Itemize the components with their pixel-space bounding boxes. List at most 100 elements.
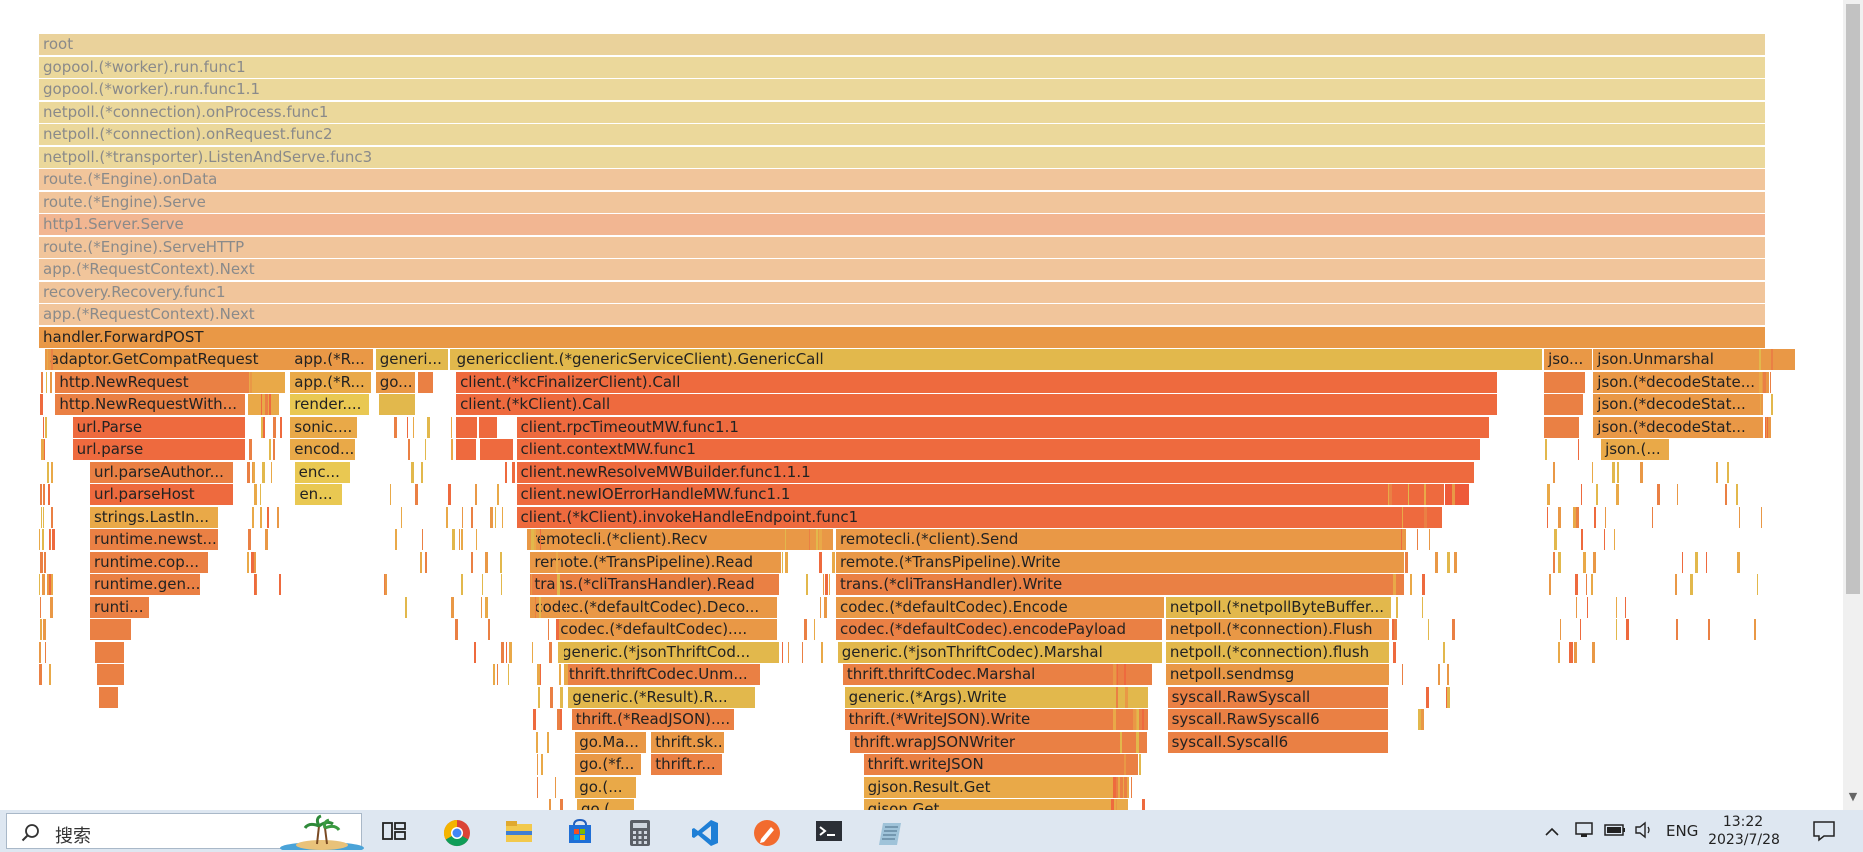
flame-sliver[interactable] [1592,551,1596,573]
flame-frame[interactable]: en... [295,484,343,505]
flame-sliver[interactable] [248,371,252,393]
flame-frame[interactable]: go... [375,371,417,393]
flame-sliver[interactable] [1568,641,1570,663]
flame-sliver[interactable] [1141,709,1144,730]
flame-sliver[interactable] [493,664,496,685]
flame-sliver[interactable] [50,596,54,618]
flame-frame[interactable]: url.Parse [72,416,247,438]
flame-sliver[interactable] [1446,664,1449,685]
flame-frame[interactable]: thrift.sk... [651,731,725,753]
flame-sliver[interactable] [401,506,403,528]
flame-sliver[interactable] [48,574,51,595]
flame-sliver[interactable] [565,596,567,618]
flame-sliver[interactable] [262,416,266,438]
flame-frame[interactable]: json.(*decodeStat... [1593,394,1765,415]
flame-sliver[interactable] [51,349,54,370]
flame-sliver[interactable] [46,349,48,370]
flame-frame[interactable]: gjson.Result.Get [863,776,1131,798]
flame-sliver[interactable] [806,574,809,595]
flame-frame[interactable]: runtime.cop... [89,551,210,573]
flame-sliver[interactable] [1421,574,1425,595]
flame-sliver[interactable] [497,484,500,505]
flame-sliver[interactable] [45,371,47,393]
flame-sliver[interactable] [43,484,46,505]
flame-sliver[interactable] [1591,461,1593,483]
flame-frame[interactable]: route.(*Engine).Serve [39,191,1766,213]
flame-sliver[interactable] [1570,641,1574,663]
flame-sliver[interactable] [1425,686,1429,708]
flame-sliver[interactable] [43,619,47,640]
flame-sliver[interactable] [547,731,550,753]
flame-sliver[interactable] [485,551,489,573]
flame-sliver[interactable] [250,551,254,573]
flame-sliver[interactable] [556,551,559,573]
flame-frame[interactable]: jso... [1544,349,1594,370]
flame-sliver[interactable] [484,596,488,618]
flame-sliver[interactable] [1139,754,1142,775]
flame-sliver[interactable] [451,416,453,438]
flame-sliver[interactable] [1595,484,1598,505]
flame-sliver[interactable] [1572,506,1576,528]
flame-sliver[interactable] [1760,394,1762,415]
flame-sliver[interactable] [1763,371,1767,393]
flame-sliver[interactable] [560,799,564,810]
flame-sliver[interactable] [1652,506,1653,528]
taskbar-calculator[interactable] [620,814,664,848]
flame-sliver[interactable] [537,664,541,685]
flame-sliver[interactable] [1675,574,1678,595]
flame-sliver[interactable] [1117,664,1119,685]
clock-time[interactable]: 13:22 [1722,814,1764,830]
flame-sliver[interactable] [1410,574,1412,595]
flame-sliver[interactable] [461,506,463,528]
flame-sliver[interactable] [1133,709,1137,730]
flame-sliver[interactable] [415,484,419,505]
flame-frame[interactable]: app.(*RequestContext).Next [39,259,1766,280]
flame-sliver[interactable] [482,574,484,595]
flame-sliver[interactable] [1394,619,1398,640]
flame-sliver[interactable] [251,461,255,483]
flame-sliver[interactable] [260,416,263,438]
taskbar-pen-app[interactable] [744,814,788,848]
volume-icon[interactable] [1634,821,1654,843]
taskbar-vscode[interactable] [682,814,726,848]
flame-sliver[interactable] [44,416,47,438]
flame-frame[interactable]: go.Ma... [575,731,647,753]
flame-sliver[interactable] [1387,484,1390,505]
flame-sliver[interactable] [1113,686,1116,708]
flame-frame[interactable]: codec.(*defaultCodec).encodePayload [836,619,1164,640]
flame-sliver[interactable] [819,551,823,573]
flame-frame[interactable]: app.(*R... [290,371,373,393]
flame-sliver[interactable] [548,619,550,640]
flame-sliver[interactable] [1615,596,1617,618]
flame-sliver[interactable] [265,529,269,550]
flame-sliver[interactable] [1613,529,1615,550]
flame-sliver[interactable] [534,529,537,550]
flame-sliver[interactable] [1400,529,1402,550]
flame-sliver[interactable] [1110,799,1114,810]
clock-date[interactable]: 2023/7/28 [1708,832,1780,848]
flame-sliver[interactable] [781,641,783,663]
flame-sliver[interactable] [548,799,551,810]
flame-frame[interactable] [480,439,514,460]
flame-sliver[interactable] [50,506,53,528]
show-hidden-icons-icon[interactable] [1544,823,1560,842]
flame-frame[interactable]: syscall.RawSyscall [1167,686,1389,708]
flame-sliver[interactable] [531,529,535,550]
flame-sliver[interactable] [1435,551,1439,573]
flame-frame[interactable]: syscall.Syscall6 [1167,731,1389,753]
flame-frame[interactable]: netpoll.sendmsg [1165,664,1390,685]
flame-frame[interactable] [252,371,286,393]
flame-sliver[interactable] [1767,416,1771,438]
flame-frame[interactable]: render.... [290,394,370,415]
flame-sliver[interactable] [460,529,463,550]
flame-sliver[interactable] [480,596,482,618]
flame-sliver[interactable] [1421,709,1425,730]
flame-sliver[interactable] [266,506,269,528]
flame-sliver[interactable] [1124,754,1127,775]
flame-sliver[interactable] [248,439,252,460]
flame-frame[interactable] [98,686,120,708]
flame-sliver[interactable] [1766,416,1769,438]
flame-sliver[interactable] [531,574,533,595]
flame-sliver[interactable] [823,596,827,618]
flame-sliver[interactable] [1616,461,1619,483]
